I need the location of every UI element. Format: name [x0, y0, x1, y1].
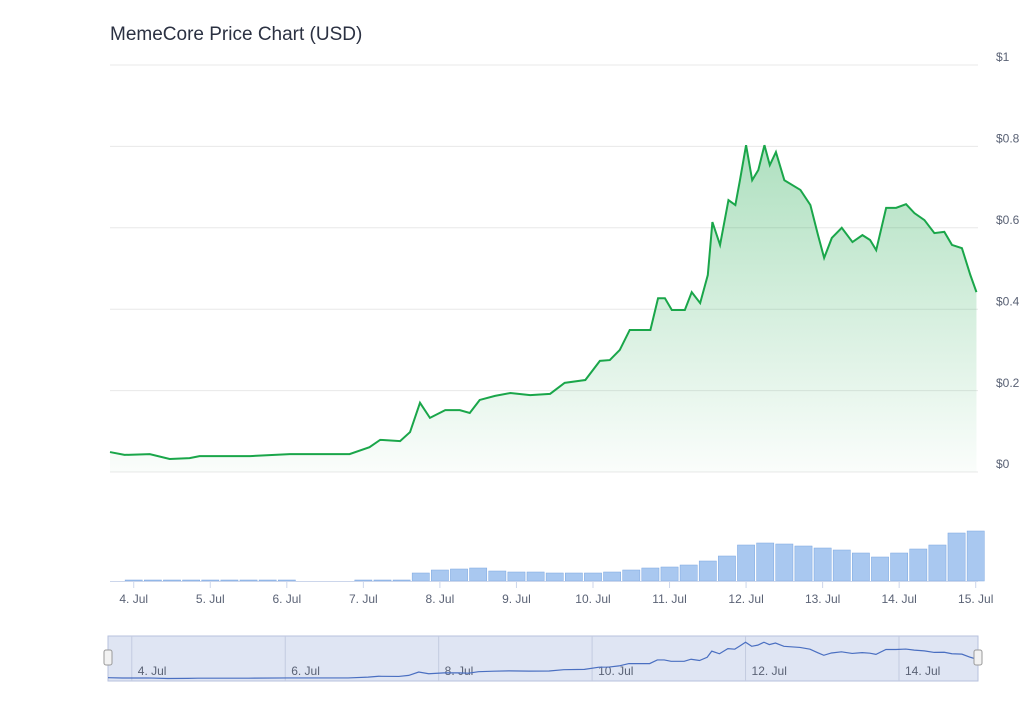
volume-bar: [277, 579, 296, 582]
area: [110, 145, 977, 472]
volume-bar: [698, 560, 717, 582]
volume-bar: [928, 544, 947, 582]
x-tick-label: 7. Jul: [349, 592, 378, 606]
x-tick-label: 8. Jul: [426, 592, 455, 606]
x-tick-label: 15. Jul: [958, 592, 993, 606]
volume-bar: [622, 569, 641, 582]
volume-bar: [660, 566, 679, 582]
volume-bar: [832, 549, 851, 582]
volume-bar: [947, 532, 966, 582]
volume-bar: [564, 572, 583, 582]
y-tick-label: $0: [996, 457, 1010, 471]
volume-bar: [488, 570, 507, 582]
volume-bar: [201, 579, 220, 582]
navigator-tick-label: 14. Jul: [905, 664, 940, 678]
volume-bar: [966, 530, 985, 582]
volume-bar: [373, 579, 392, 582]
volume-bar: [756, 542, 775, 582]
navigator-tick-label: 8. Jul: [445, 664, 474, 678]
volume-bar: [584, 572, 602, 582]
x-tick-label: 10. Jul: [575, 592, 610, 606]
chart-title: MemeCore Price Chart (USD): [110, 24, 362, 45]
y-tick-label: $0.6: [996, 213, 1020, 227]
volume-bar: [450, 568, 468, 582]
volume-bar: [737, 544, 755, 582]
volume-bar: [679, 564, 698, 582]
x-tick-label: 5. Jul: [196, 592, 225, 606]
y-tick-label: $1: [996, 50, 1010, 64]
volume-bar: [431, 569, 449, 582]
y-tick-label: $0.4: [996, 294, 1020, 308]
volume-bar: [545, 572, 564, 582]
y-tick-label: $0.2: [996, 376, 1020, 390]
x-tick-label: 11. Jul: [652, 592, 686, 606]
volume-bar: [144, 579, 162, 582]
volume-bar: [813, 547, 832, 582]
x-tick-label: 4. Jul: [119, 592, 148, 606]
volume-bar: [775, 543, 794, 582]
volume-bar: [239, 579, 258, 582]
volume-bar: [718, 555, 736, 582]
volume-bar: [411, 572, 430, 582]
volume-bar: [220, 579, 239, 582]
x-tick-label: 14. Jul: [881, 592, 916, 606]
volume-bar: [182, 579, 200, 582]
volume-bar: [124, 579, 143, 582]
volume-bar: [392, 579, 411, 582]
volume-bar: [469, 567, 488, 582]
x-tick-label: 9. Jul: [502, 592, 531, 606]
navigator-line: [107, 641, 977, 680]
navigator-tick-label: 12. Jul: [752, 664, 787, 678]
volume-bar: [507, 571, 526, 582]
volume-bar: [354, 579, 373, 582]
volume-bar: [852, 552, 870, 582]
price-line: [109, 144, 978, 460]
navigator-handle[interactable]: [103, 649, 113, 666]
volume-bar: [526, 571, 545, 582]
volume-bar: [871, 556, 889, 582]
y-tick-label: $0.8: [996, 132, 1020, 146]
x-tick-label: 6. Jul: [272, 592, 301, 606]
navigator[interactable]: [107, 635, 979, 682]
navigator-tick-label: 4. Jul: [138, 664, 167, 678]
volume-bar: [641, 567, 660, 582]
volume-bar: [794, 545, 813, 582]
x-tick-label: 13. Jul: [805, 592, 840, 606]
volume-bar: [890, 552, 909, 582]
x-tick-label: 12. Jul: [728, 592, 763, 606]
navigator-tick-label: 6. Jul: [291, 664, 320, 678]
navigator-handle[interactable]: [973, 649, 983, 666]
volume-bar: [258, 579, 277, 582]
volume-bar: [603, 571, 621, 582]
volume-bar: [909, 548, 928, 582]
volume-bar: [163, 579, 181, 582]
